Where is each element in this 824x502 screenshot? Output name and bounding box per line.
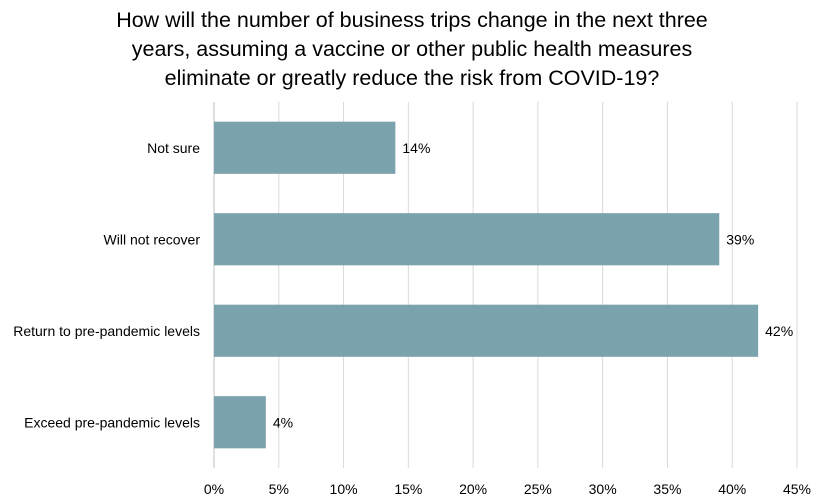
category-labels: Not sure Will not recover Return to pre-pa… xyxy=(13,140,200,431)
category-label: Return to pre-pandemic levels xyxy=(13,323,200,339)
x-tick-label: 15% xyxy=(394,481,422,497)
x-tick-label: 0% xyxy=(204,481,224,497)
data-label: 42% xyxy=(765,323,793,339)
chart-title-line: eliminate or greatly reduce the risk fro… xyxy=(164,66,660,90)
bar xyxy=(214,213,720,266)
data-label: 4% xyxy=(273,414,293,430)
category-label: Not sure xyxy=(147,140,200,156)
chart-title: How will the number of business trips ch… xyxy=(0,6,824,93)
bar xyxy=(214,396,266,449)
chart-title-line: How will the number of business trips ch… xyxy=(116,8,708,32)
bars xyxy=(214,121,759,449)
x-tick-label: 20% xyxy=(459,481,487,497)
data-label: 39% xyxy=(726,231,754,247)
x-tick-label: 35% xyxy=(653,481,681,497)
bar xyxy=(214,304,759,357)
x-tick-labels: 0% 5% 10% 15% 20% 25% 30% 35% 40% 45% xyxy=(204,481,811,497)
data-label: 14% xyxy=(402,140,430,156)
chart-title-line: years, assuming a vaccine or other publi… xyxy=(131,37,693,61)
category-label: Will not recover xyxy=(104,231,201,247)
bar xyxy=(214,121,396,174)
x-tick-label: 45% xyxy=(783,481,811,497)
x-tick-label: 5% xyxy=(269,481,289,497)
x-tick-label: 40% xyxy=(718,481,746,497)
x-tick-label: 30% xyxy=(589,481,617,497)
category-label: Exceed pre-pandemic levels xyxy=(24,414,200,430)
x-tick-label: 25% xyxy=(524,481,552,497)
x-tick-label: 10% xyxy=(330,481,358,497)
data-labels: 14% 39% 42% 4% xyxy=(273,140,793,431)
